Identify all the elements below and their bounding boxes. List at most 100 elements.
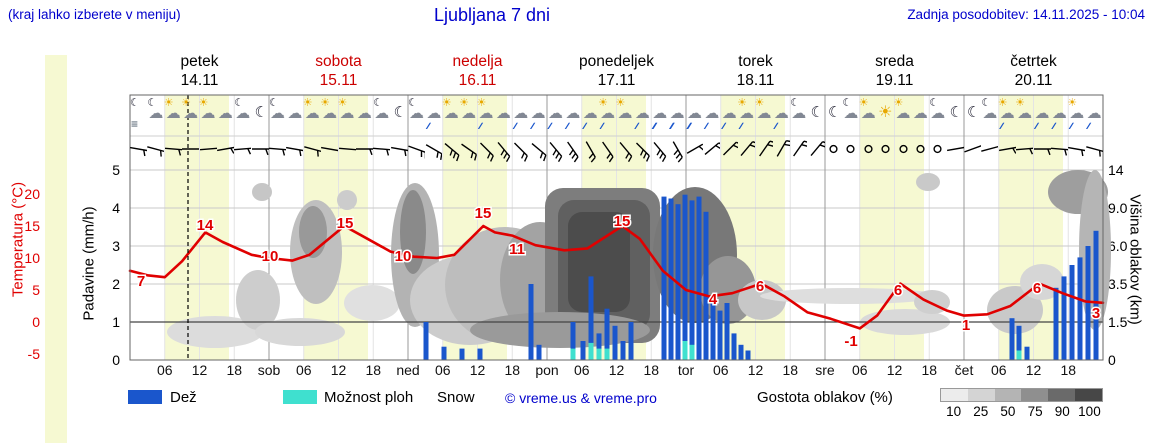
wind-barb-icon <box>425 135 443 165</box>
wind-barb-icon <box>303 135 323 165</box>
wind-barb-icon <box>756 135 776 165</box>
rain-swatch <box>128 390 162 404</box>
cloud-icon: ☁ <box>217 105 233 122</box>
wind-barb-row <box>130 135 1105 165</box>
wind-barb-icon <box>1050 135 1072 165</box>
wind-barb-icon <box>703 135 725 165</box>
wind-barb-icon <box>582 135 599 165</box>
wind-barb-icon <box>199 135 221 165</box>
temperature-value-label: 11 <box>509 241 525 258</box>
day-header-torek: torek 18.11 <box>686 52 825 90</box>
plot-frame <box>129 94 1104 361</box>
wind-barb-icon <box>738 135 759 165</box>
temperature-tick: 10 <box>24 250 40 266</box>
snow-legend-label: Snow <box>437 389 475 406</box>
wind-barb-icon <box>721 135 742 165</box>
legend: Dež Možnost ploh Snow © vreme.us & vreme… <box>0 386 1152 420</box>
sun-cloud-icon: ☀ ☁ <box>893 97 911 122</box>
day-name: torek <box>738 53 773 70</box>
wind-barb-icon <box>355 135 377 165</box>
hour-label: 18 <box>504 362 521 378</box>
copyright-link[interactable]: © vreme.us & vreme.pro <box>505 390 657 406</box>
temperature-value-label: 6 <box>1033 280 1041 297</box>
wind-barb-icon <box>946 135 969 165</box>
temperature-line <box>128 224 1105 330</box>
day-name: ponedeljek <box>579 53 654 70</box>
day-abbr-label: sre <box>815 362 835 378</box>
wind-barb-icon <box>460 135 478 165</box>
gradient-tick-label: 75 <box>1027 404 1043 419</box>
rain-icon: ☁ ∕∕ <box>704 105 720 131</box>
cloud-height-tick: 3.5 <box>1108 276 1128 292</box>
sun-cloud-icon: ☀ ☁ <box>754 97 772 122</box>
sun-cloud-icon: ☀ ☁ <box>320 97 338 122</box>
gradient-segment <box>1048 389 1076 401</box>
weather-icon-row: ☾ ≡ ☾ ☁ ☀ ☁ ☀ ☁ ☀ ☁ ☁ ☾ ☁ ☾ ☾ ☁ ☁ ☀ ☁ ☀ ☁ ☀ ☁ ☁ ☾ ☁ ☾ ☾ ☁ ☁ ∕∕ ☀ ☁ ☀ ☁ ☀ ☁ ∕∕… <box>130 97 1103 137</box>
heavy-rain-icon: ☁ ∕∕∕ <box>687 105 702 131</box>
wind-barb-icon <box>268 135 290 165</box>
day-date: 17.11 <box>597 72 636 89</box>
sun-cloud-icon: ☀ ☁ <box>615 97 633 122</box>
moon-icon: ☾ <box>393 104 408 121</box>
rain-icon: ☁ ∕∕ <box>773 105 789 131</box>
hour-label: 06 <box>295 362 312 378</box>
precipitation-tick: 3 <box>112 238 120 254</box>
hour-label: 06 <box>573 362 590 378</box>
wind-barb-icon <box>964 135 987 165</box>
sun-cloud-icon: ☀ ☁ <box>302 97 320 122</box>
heavy-rain-icon: ☁ ∕∕∕ <box>652 105 668 131</box>
precipitation-tick: 5 <box>112 162 120 178</box>
precipitation-tick: 2 <box>112 276 120 292</box>
hour-label: 18 <box>782 362 799 378</box>
gradient-tick-label: 25 <box>973 404 989 419</box>
wind-barb-icon <box>251 135 273 165</box>
rain-icon: ☁ ∕∕ <box>1086 105 1102 131</box>
sun-cloud-icon: ☀ ☁ <box>337 97 355 122</box>
last-update: Zadnja posodobitev: 14.11.2025 - 10:04 <box>907 7 1145 22</box>
wind-barb-icon <box>564 135 581 165</box>
temperature-value-label: 15 <box>475 205 492 222</box>
moon-icon: ☾ <box>254 104 269 121</box>
day-date: 20.11 <box>1014 72 1053 89</box>
rain-icon: ☁ ∕∕ <box>548 105 563 131</box>
day-abbr-label: sob <box>257 362 281 378</box>
cloud-density-label: Gostota oblakov (%) <box>757 389 893 406</box>
wind-barb-icon <box>634 135 651 165</box>
day-name: petek <box>180 53 219 70</box>
wind-barb-icon <box>1016 135 1038 165</box>
shower-swatch <box>283 390 317 404</box>
temperature-tick: 5 <box>32 282 40 298</box>
wind-barb-icon <box>773 135 793 165</box>
calm-wind-icon <box>860 135 877 165</box>
hour-label: 18 <box>226 362 243 378</box>
day-date: 15.11 <box>319 72 358 89</box>
cloud-height-tick: 9.0 <box>1108 200 1128 216</box>
wind-barb-icon <box>147 135 167 165</box>
wind-barb-icon <box>981 135 1004 165</box>
day-abbr-label: čet <box>954 362 974 378</box>
wind-barb-icon <box>164 135 186 165</box>
wind-barb-icon <box>495 135 512 165</box>
sun-icon: ☀ <box>878 104 893 121</box>
wind-barb-icon <box>321 135 341 165</box>
moon-cloud-icon: ☾ ☁ <box>842 97 859 122</box>
wind-barb-icon <box>443 135 460 165</box>
moon-cloud-icon: ☾ ☁ <box>408 97 424 122</box>
temperature-value-label: 10 <box>395 248 412 265</box>
location-hint: (kraj lahko izberete v meniju) <box>8 7 181 22</box>
temperature-value-label: 3 <box>1092 305 1100 322</box>
cloud-icon: ☁ <box>356 105 372 122</box>
wind-barb-icon <box>338 135 359 165</box>
moon-icon: ☾ <box>810 104 825 121</box>
page-title: Ljubljana 7 dni <box>433 5 551 25</box>
day-name: sreda <box>875 53 914 70</box>
day-abbr-label: pon <box>535 362 559 378</box>
moon-cloud-icon: ☾ ☁ <box>373 97 390 122</box>
cloud-icon: ☁ <box>287 105 303 122</box>
cloud-height-tick: 6.0 <box>1108 238 1128 254</box>
shower-legend-label: Možnost ploh <box>324 389 414 406</box>
hour-label: 06 <box>156 362 173 378</box>
precipitation-tick: 4 <box>112 200 120 216</box>
temperature-value-label: 6 <box>756 278 764 295</box>
hour-label: 12 <box>1025 362 1042 378</box>
